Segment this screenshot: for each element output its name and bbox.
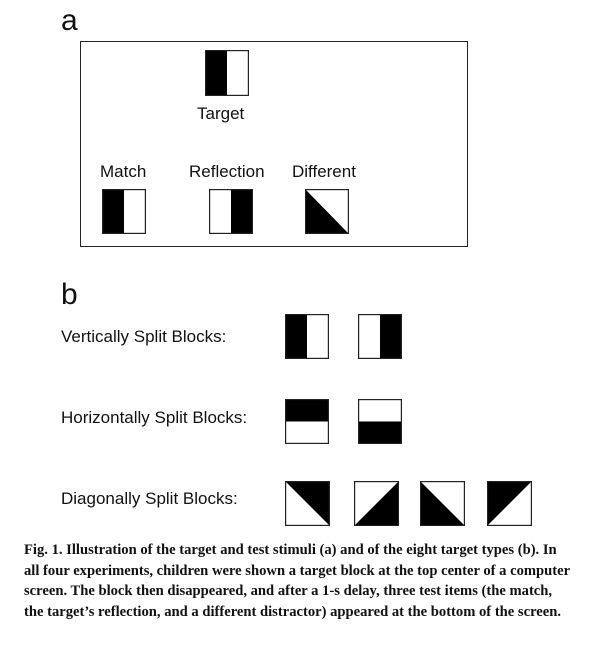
horizontal-row-label: Horizontally Split Blocks: [61,408,247,428]
diagonal-row-label: Diagonally Split Blocks: [61,489,238,509]
diagonal-block-2 [354,481,399,526]
caption-text: Illustration of the target and test stim… [24,542,570,620]
block-black-half [286,400,328,422]
diagonal-block-4 [487,481,532,526]
horizontal-block-2 [358,399,402,444]
reflection-label: Reflection [189,162,265,182]
caption-label: Fig. 1. [24,542,63,558]
block-black-half [286,482,329,525]
block-black-half [103,190,124,233]
match-block [102,189,146,234]
vertical-block-2 [358,314,402,359]
block-black-half [286,315,307,358]
block-black-half [380,315,401,358]
block-black-half [355,482,398,525]
panel-b-letter: b [61,280,78,310]
vertical-row-label: Vertically Split Blocks: [61,327,226,347]
reflection-block [209,189,253,234]
vertical-block-1 [285,314,329,359]
block-black-half [206,51,227,95]
match-label: Match [100,162,146,182]
different-label: Different [292,162,356,182]
different-block [305,189,349,234]
panel-a-letter: a [61,6,78,36]
block-black-half [306,190,348,233]
diagonal-block-3 [420,481,465,526]
block-black-half [231,190,252,233]
target-block [205,50,249,96]
diagonal-block-1 [285,481,330,526]
block-black-half [359,422,401,444]
target-label: Target [197,104,244,124]
block-black-half [488,482,531,525]
figure-caption: Fig. 1. Illustration of the target and t… [24,540,572,622]
horizontal-block-1 [285,399,329,444]
block-black-half [421,482,464,525]
